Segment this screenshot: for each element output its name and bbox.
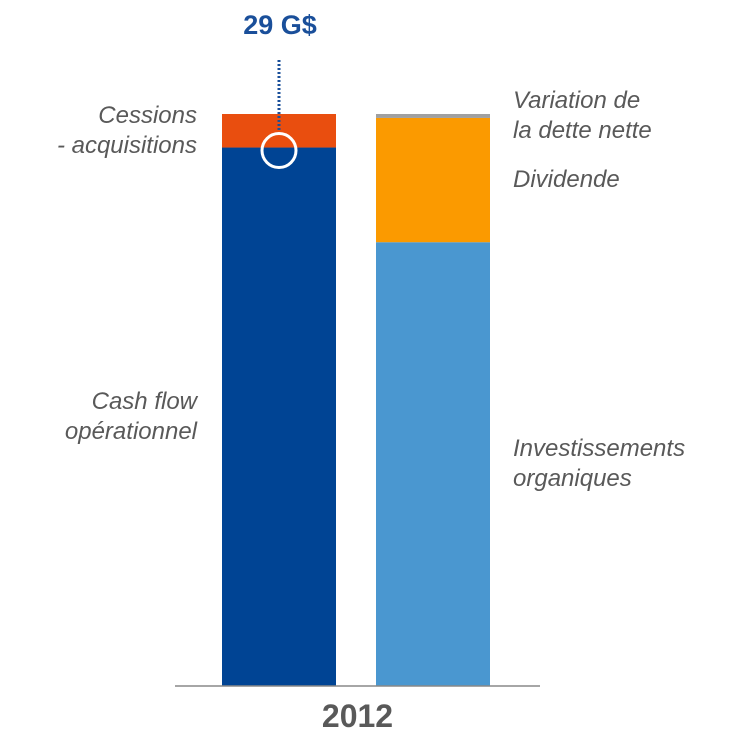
bar-segment	[222, 147, 336, 687]
series-label: Investissements organiques	[513, 435, 686, 493]
bar-segment	[376, 114, 490, 118]
series-label: Cash flow opérationnel	[64, 387, 197, 445]
bar-segment	[376, 242, 490, 686]
x-label: 2012	[321, 698, 394, 733]
total-label: 29 G$	[243, 10, 317, 40]
series-label: Dividende	[513, 166, 620, 194]
marker	[260, 132, 298, 170]
series-label: Variation de la dette nette	[513, 86, 652, 144]
bar-segment	[222, 114, 336, 148]
series-label: Cessions - acquisitions	[56, 101, 197, 159]
bar-segment	[376, 117, 490, 243]
